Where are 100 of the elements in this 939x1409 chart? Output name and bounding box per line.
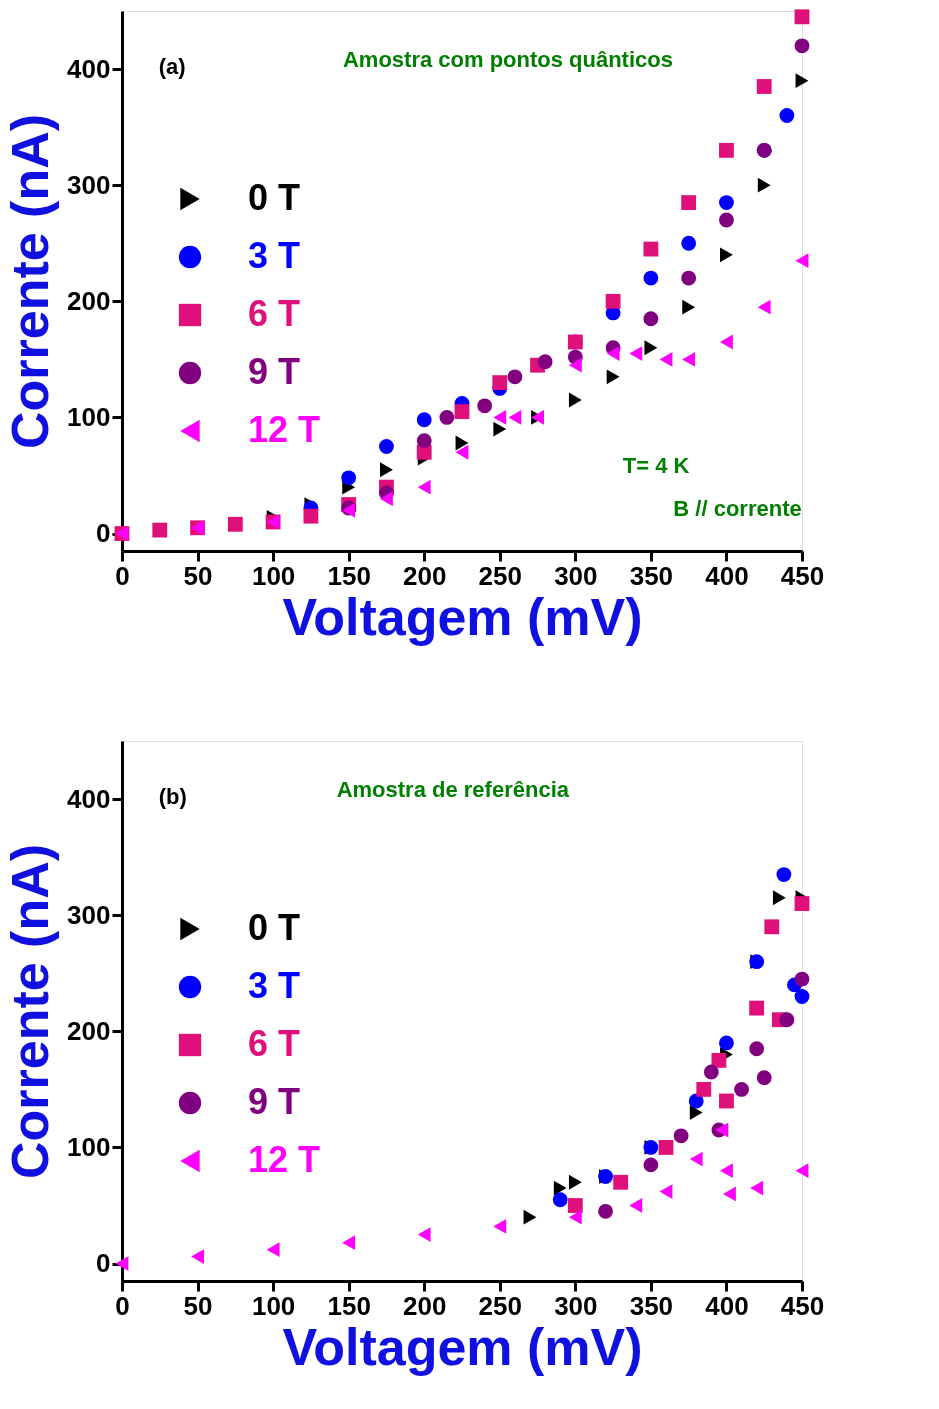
point	[342, 1235, 356, 1251]
point	[659, 351, 673, 367]
point	[568, 357, 582, 373]
y-tick-label: 200	[67, 1015, 111, 1046]
point	[227, 516, 243, 532]
point	[720, 1163, 733, 1179]
point	[689, 1151, 703, 1167]
point	[756, 79, 772, 94]
point	[266, 1242, 280, 1258]
point	[568, 392, 582, 408]
point	[719, 212, 734, 228]
point	[772, 890, 786, 906]
point	[493, 1219, 507, 1234]
y-tick-label: 100	[67, 401, 111, 432]
y-axis-title: Corrente (nA)	[1, 843, 60, 1180]
point	[492, 375, 508, 391]
point	[606, 346, 620, 361]
point	[643, 270, 659, 286]
point	[341, 470, 357, 486]
point	[776, 867, 792, 882]
point	[606, 369, 620, 385]
point	[568, 1209, 582, 1225]
point	[734, 1081, 749, 1097]
point	[723, 1186, 736, 1202]
point	[779, 1012, 795, 1028]
point	[720, 334, 733, 350]
x-tick-label: 50	[183, 560, 213, 591]
point	[688, 1093, 704, 1109]
point	[719, 1093, 734, 1109]
x-tick-label: 400	[705, 1290, 749, 1321]
y-tick-label: 100	[67, 1131, 111, 1162]
point	[643, 311, 659, 327]
point	[115, 1256, 129, 1271]
point	[720, 247, 733, 263]
annotation: (a)	[158, 54, 186, 80]
point	[779, 108, 795, 123]
point	[507, 369, 523, 385]
legend-label: 3 T	[248, 965, 301, 1006]
legend-label: 6 T	[248, 1023, 301, 1064]
legend-label: 9 T	[248, 351, 301, 392]
point	[523, 1209, 537, 1225]
point	[659, 1184, 673, 1199]
point	[689, 1105, 703, 1121]
point	[493, 410, 507, 425]
point	[567, 1198, 583, 1213]
legend-label: 9 T	[248, 1081, 301, 1122]
point	[715, 1122, 729, 1138]
y-tick-label: 400	[67, 783, 111, 814]
point	[553, 1180, 567, 1196]
point	[455, 435, 469, 451]
y-tick-label: 300	[67, 169, 111, 200]
point	[439, 410, 455, 425]
point	[764, 919, 780, 935]
y-axis-title: Corrente (nA)	[1, 113, 60, 450]
point	[380, 491, 393, 507]
point	[508, 410, 522, 425]
point	[703, 1064, 719, 1080]
annotation: B // corrente	[673, 495, 802, 521]
point	[416, 433, 432, 449]
point	[605, 293, 621, 309]
point	[493, 421, 507, 437]
point	[303, 508, 319, 524]
point	[455, 444, 469, 460]
point	[795, 1163, 809, 1179]
point	[191, 1249, 204, 1265]
point	[417, 1227, 431, 1242]
point	[682, 351, 696, 367]
y-tick-label: 300	[67, 899, 111, 930]
annotation: Amostra de referência	[336, 776, 570, 802]
point	[794, 38, 810, 54]
point	[681, 235, 697, 251]
legend-label: 12 T	[248, 1139, 321, 1180]
point	[643, 1157, 659, 1173]
point	[454, 404, 470, 420]
point	[750, 1180, 764, 1196]
point	[629, 346, 643, 361]
point	[749, 1041, 765, 1057]
point	[682, 299, 696, 315]
point	[757, 299, 771, 315]
legend-label: 6 T	[248, 293, 301, 334]
point	[673, 1128, 689, 1144]
legend-label: 3 T	[248, 235, 301, 276]
point	[598, 1203, 613, 1219]
point	[477, 398, 493, 414]
point	[795, 73, 809, 89]
point	[613, 1174, 629, 1190]
point	[696, 1081, 712, 1097]
x-tick-label: 450	[780, 1290, 825, 1321]
point	[568, 1174, 582, 1190]
point	[379, 439, 394, 454]
point	[552, 1192, 568, 1208]
point	[629, 1198, 643, 1213]
x-tick-label: 400	[705, 560, 749, 591]
legend-label: 0 T	[248, 177, 301, 218]
x-tick-label: 50	[183, 1290, 213, 1321]
point	[756, 1070, 772, 1086]
y-tick-label: 0	[96, 518, 111, 549]
point	[749, 1000, 765, 1016]
point	[537, 354, 553, 370]
point	[681, 195, 697, 211]
